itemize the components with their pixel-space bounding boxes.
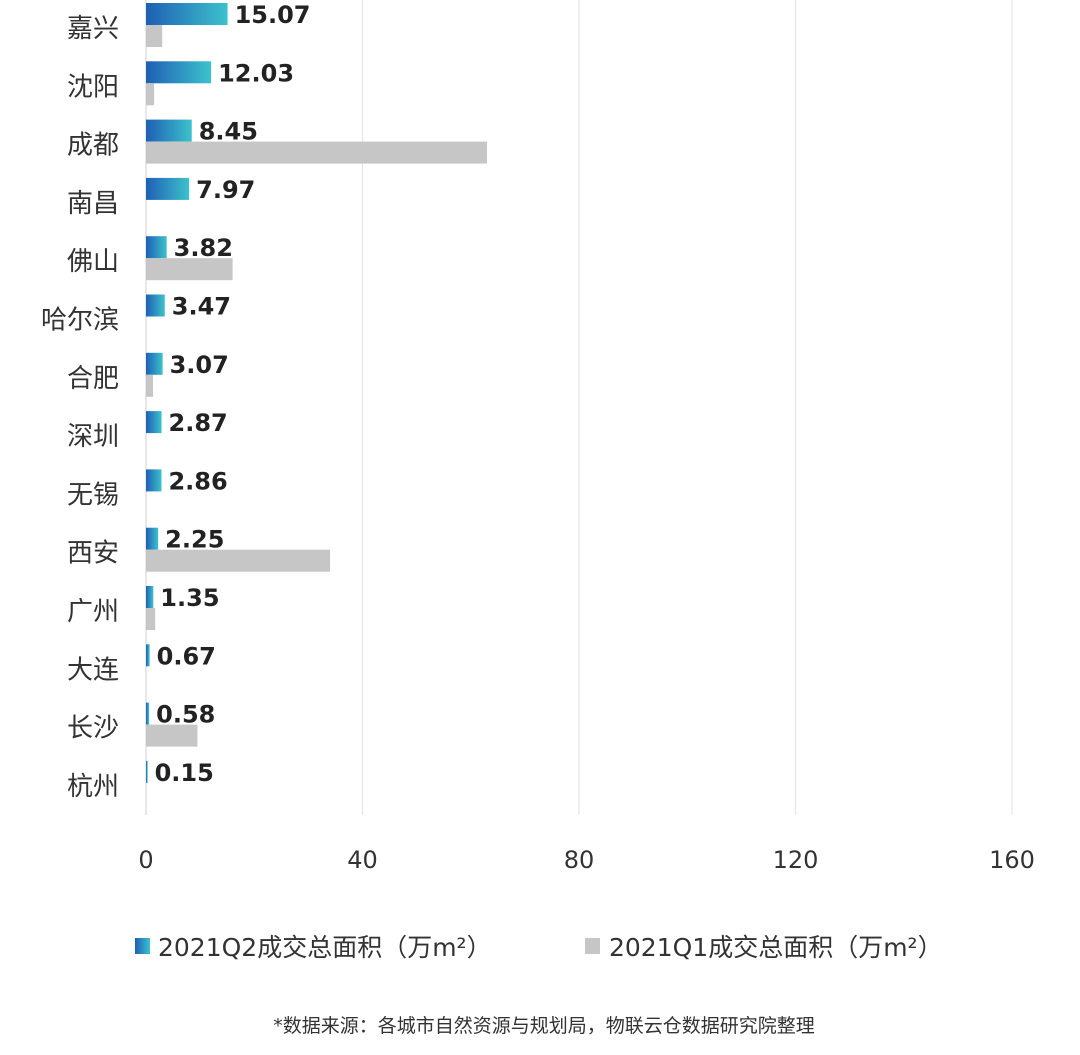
bar-q2-成都 <box>146 119 192 142</box>
category-label-合肥: 合肥 <box>67 364 119 394</box>
x-tick-label: 40 <box>347 846 378 874</box>
category-label-长沙: 长沙 <box>67 714 119 744</box>
bar-q2-大连 <box>146 644 150 667</box>
category-label-无锡: 无锡 <box>67 480 119 510</box>
legend-q2-label: 2021Q2成交总面积（万m²） <box>158 933 492 962</box>
value-label-长沙: 0.58 <box>156 701 215 729</box>
category-label-大连: 大连 <box>67 655 119 685</box>
bar-q2-杭州 <box>146 760 148 783</box>
bar-q2-嘉兴 <box>146 3 228 25</box>
x-tick-label: 80 <box>564 846 595 874</box>
bar-q1-西安 <box>146 549 331 572</box>
gridlines <box>145 0 1013 815</box>
bar-q2-广州 <box>146 586 154 608</box>
category-label-佛山: 佛山 <box>67 247 119 277</box>
legend-q1-label: 2021Q1成交总面积（万m²） <box>609 933 943 962</box>
value-label-深圳: 2.87 <box>169 409 228 437</box>
category-label-哈尔滨: 哈尔滨 <box>41 306 119 336</box>
bar-q1-广州 <box>146 608 156 630</box>
bar-q1-沈阳 <box>146 83 155 106</box>
category-label-嘉兴: 嘉兴 <box>67 14 119 44</box>
source-note: *数据来源：各城市自然资源与规划局，物联云仓数据研究院整理 <box>273 1015 815 1037</box>
value-label-大连: 0.67 <box>157 642 216 670</box>
legend: 2021Q2成交总面积（万m²） 2021Q1成交总面积（万m²） <box>135 933 943 962</box>
x-tick-label: 120 <box>773 846 819 874</box>
category-label-杭州: 杭州 <box>67 772 119 802</box>
category-label-广州: 广州 <box>67 597 119 627</box>
category-label-沈阳: 沈阳 <box>67 72 119 102</box>
value-label-杭州: 0.15 <box>155 759 214 787</box>
bars <box>146 3 487 783</box>
legend-q1-swatch <box>585 938 600 954</box>
bar-q2-沈阳 <box>146 61 212 84</box>
value-label-无锡: 2.86 <box>168 467 227 495</box>
legend-q2-swatch <box>135 938 150 954</box>
bar-q2-南昌 <box>146 177 190 200</box>
x-tick-label: 0 <box>138 846 153 874</box>
bar-q2-无锡 <box>146 469 162 492</box>
value-label-成都: 8.45 <box>199 118 258 146</box>
bar-q1-合肥 <box>146 374 154 397</box>
bar-q2-合肥 <box>146 352 163 375</box>
value-label-合肥: 3.07 <box>170 351 229 379</box>
bar-q1-长沙 <box>146 724 198 747</box>
value-label-哈尔滨: 3.47 <box>172 293 231 321</box>
bar-q2-西安 <box>146 527 159 550</box>
bar-q1-嘉兴 <box>146 25 163 47</box>
bar-q2-哈尔滨 <box>146 294 165 317</box>
category-label-西安: 西安 <box>67 539 119 569</box>
value-label-嘉兴: 15.07 <box>235 1 311 29</box>
bar-q2-深圳 <box>146 411 162 434</box>
bar-q1-佛山 <box>146 258 233 281</box>
category-label-深圳: 深圳 <box>67 422 119 452</box>
bar-q2-长沙 <box>146 702 150 725</box>
x-tick-label: 160 <box>989 846 1035 874</box>
value-label-南昌: 7.97 <box>196 176 255 204</box>
value-label-沈阳: 12.03 <box>218 59 294 87</box>
bar-q2-佛山 <box>146 236 167 259</box>
x-axis-ticks: 0 40 80 120 160 <box>138 846 1035 874</box>
category-label-成都: 成都 <box>67 131 119 161</box>
value-labels: 15.07 12.03 8.45 7.97 3.82 3.47 3.07 2.87 2.86 2.… <box>155 1 311 787</box>
bar-q1-成都 <box>146 141 487 164</box>
value-label-佛山: 3.82 <box>174 234 233 262</box>
value-label-广州: 1.35 <box>160 584 219 612</box>
value-label-西安: 2.25 <box>165 526 224 554</box>
category-label-南昌: 南昌 <box>67 189 119 219</box>
